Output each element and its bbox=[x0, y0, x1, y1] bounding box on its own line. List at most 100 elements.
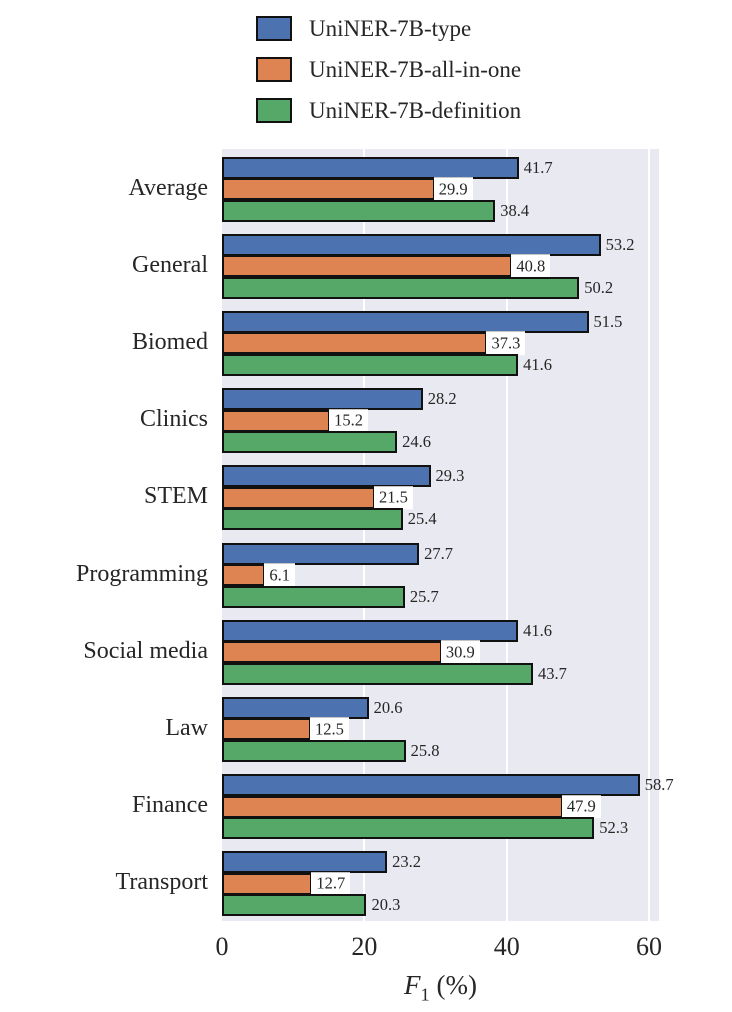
bar-uniner-7b-all-in-one-stem: 21.5 bbox=[222, 486, 413, 510]
bar-uniner-7b-all-in-one-average: 29.9 bbox=[222, 177, 473, 201]
legend-swatch-uniner-7b-type bbox=[256, 16, 292, 41]
value-label-uniner-7b-all-in-one-transport: 12.7 bbox=[311, 872, 351, 896]
category-label-clinics: Clinics bbox=[139, 405, 208, 432]
value-label-uniner-7b-definition-law: 25.8 bbox=[410, 740, 440, 760]
bar-uniner-7b-type-clinics: 28.2 bbox=[222, 388, 457, 411]
x-tick-label-40: 40 bbox=[493, 932, 520, 961]
bar-uniner-7b-all-in-one-programming: 6.1 bbox=[222, 563, 296, 587]
category-label-biomed: Biomed bbox=[132, 328, 208, 355]
value-label-uniner-7b-definition-social-media: 43.7 bbox=[538, 663, 567, 683]
legend-item-uniner-7b-type: UniNER-7B-type bbox=[256, 16, 521, 41]
bar-uniner-7b-definition-transport: 20.3 bbox=[222, 894, 400, 917]
x-axis-label-subscript: 1 bbox=[420, 984, 430, 1005]
bar-uniner-7b-all-in-one-clinics: 15.2 bbox=[222, 408, 369, 433]
category-label-law: Law bbox=[165, 714, 208, 741]
value-label-uniner-7b-type-transport: 23.2 bbox=[392, 852, 421, 872]
value-label-uniner-7b-type-biomed: 51.5 bbox=[593, 311, 623, 331]
legend-label: UniNER-7B-all-in-one bbox=[309, 57, 522, 82]
x-axis-label-unit: (%) bbox=[436, 970, 477, 1000]
x-tick-label-20: 20 bbox=[351, 932, 378, 961]
bar-uniner-7b-type-average: 41.7 bbox=[222, 156, 553, 179]
gridline-x-40 bbox=[505, 149, 508, 921]
category-group-clinics: Clinics 28.2 15.2 24.6 bbox=[0, 381, 732, 458]
bar-uniner-7b-definition-average: 38.4 bbox=[222, 199, 529, 222]
category-group-social-media: Social media 41.6 30.9 43.7 bbox=[0, 612, 732, 689]
category-label-average: Average bbox=[128, 174, 209, 201]
legend: UniNER-7B-type UniNER-7B-all-in-one UniN… bbox=[256, 16, 521, 123]
x-tick-label-0: 0 bbox=[215, 932, 229, 961]
category-label-transport: Transport bbox=[115, 869, 208, 896]
legend-label: UniNER-7B-type bbox=[309, 16, 472, 41]
value-label-uniner-7b-type-average: 41.7 bbox=[523, 157, 553, 177]
bar-uniner-7b-all-in-one-finance: 47.9 bbox=[222, 794, 601, 819]
legend-swatch-uniner-7b-definition bbox=[256, 98, 292, 123]
bar-uniner-7b-all-in-one-law: 12.5 bbox=[222, 717, 349, 742]
bar-uniner-7b-type-biomed: 51.5 bbox=[222, 310, 622, 333]
x-axis-label-symbol: F bbox=[404, 970, 421, 1000]
bar-uniner-7b-definition-clinics: 24.6 bbox=[222, 431, 431, 454]
value-label-uniner-7b-definition-biomed: 41.6 bbox=[523, 354, 552, 374]
value-label-uniner-7b-type-stem: 29.3 bbox=[435, 466, 465, 486]
category-group-programming: Programming 27.7 6.1 25.7 bbox=[0, 535, 732, 612]
category-group-average: Average 41.7 29.9 38.4 bbox=[0, 149, 732, 226]
legend-label: UniNER-7B-definition bbox=[309, 98, 522, 123]
value-label-uniner-7b-type-social-media: 41.6 bbox=[523, 620, 552, 640]
legend-swatch-uniner-7b-all-in-one bbox=[256, 57, 292, 82]
bar-uniner-7b-definition-biomed: 41.6 bbox=[222, 354, 552, 377]
category-group-general: General 53.2 40.8 50.2 bbox=[0, 226, 732, 303]
value-label-uniner-7b-definition-transport: 20.3 bbox=[371, 895, 401, 915]
value-label-uniner-7b-definition-finance: 52.3 bbox=[599, 818, 629, 838]
bar-uniner-7b-definition-stem: 25.4 bbox=[222, 508, 437, 531]
value-label-uniner-7b-definition-average: 38.4 bbox=[500, 200, 530, 220]
category-label-social-media: Social media bbox=[83, 637, 208, 664]
category-label-finance: Finance bbox=[132, 791, 208, 818]
value-label-uniner-7b-type-law: 20.6 bbox=[373, 697, 403, 717]
value-label-uniner-7b-type-finance: 58.7 bbox=[644, 774, 674, 794]
bar-uniner-7b-type-general: 53.2 bbox=[222, 233, 635, 256]
x-tick-label-60: 60 bbox=[636, 932, 663, 961]
category-label-general: General bbox=[132, 251, 208, 278]
bar-uniner-7b-type-law: 20.6 bbox=[222, 696, 402, 719]
value-label-uniner-7b-all-in-one-finance: 47.9 bbox=[561, 794, 601, 819]
bar-uniner-7b-definition-social-media: 43.7 bbox=[222, 662, 567, 685]
bar-uniner-7b-definition-finance: 52.3 bbox=[222, 817, 628, 840]
value-label-uniner-7b-type-clinics: 28.2 bbox=[427, 388, 457, 408]
category-group-biomed: Biomed 51.5 37.3 41.6 bbox=[0, 303, 732, 380]
value-label-uniner-7b-all-in-one-stem: 21.5 bbox=[374, 486, 413, 510]
value-label-uniner-7b-all-in-one-average: 29.9 bbox=[433, 177, 473, 201]
bar-uniner-7b-definition-programming: 25.7 bbox=[222, 585, 439, 608]
bar-uniner-7b-all-in-one-social-media: 30.9 bbox=[222, 640, 480, 665]
bar-uniner-7b-type-programming: 27.7 bbox=[222, 542, 453, 565]
bar-uniner-7b-all-in-one-transport: 12.7 bbox=[222, 872, 351, 896]
value-label-uniner-7b-all-in-one-general: 40.8 bbox=[511, 254, 551, 279]
bar-uniner-7b-type-finance: 58.7 bbox=[222, 774, 674, 797]
bar-uniner-7b-all-in-one-biomed: 37.3 bbox=[222, 331, 526, 356]
category-group-stem: STEM 29.3 21.5 25.4 bbox=[0, 458, 732, 535]
value-label-uniner-7b-definition-stem: 25.4 bbox=[407, 509, 437, 529]
value-label-uniner-7b-definition-general: 50.2 bbox=[584, 277, 614, 297]
category-label-stem: STEM bbox=[143, 483, 208, 510]
gridline-x-60 bbox=[648, 149, 651, 921]
bar-uniner-7b-type-social-media: 41.6 bbox=[222, 619, 552, 642]
value-label-uniner-7b-all-in-one-biomed: 37.3 bbox=[486, 331, 526, 356]
category-group-finance: Finance 58.7 47.9 52.3 bbox=[0, 767, 732, 844]
value-label-uniner-7b-type-programming: 27.7 bbox=[424, 543, 454, 563]
bar-uniner-7b-definition-general: 50.2 bbox=[222, 276, 613, 299]
value-label-uniner-7b-all-in-one-programming: 6.1 bbox=[264, 563, 296, 587]
category-label-programming: Programming bbox=[76, 560, 208, 587]
legend-item-uniner-7b-definition: UniNER-7B-definition bbox=[256, 98, 521, 123]
legend-item-uniner-7b-all-in-one: UniNER-7B-all-in-one bbox=[256, 57, 521, 82]
value-label-uniner-7b-definition-programming: 25.7 bbox=[409, 586, 439, 606]
category-group-law: Law 20.6 12.5 25.8 bbox=[0, 689, 732, 766]
bar-uniner-7b-type-transport: 23.2 bbox=[222, 851, 421, 874]
value-label-uniner-7b-all-in-one-social-media: 30.9 bbox=[440, 640, 480, 665]
bar-uniner-7b-all-in-one-general: 40.8 bbox=[222, 254, 551, 279]
value-label-uniner-7b-all-in-one-law: 12.5 bbox=[309, 717, 349, 742]
value-label-uniner-7b-all-in-one-clinics: 15.2 bbox=[329, 408, 369, 433]
x-axis-label: F1 (%) bbox=[222, 969, 659, 1005]
category-group-transport: Transport 23.2 12.7 20.3 bbox=[0, 844, 732, 921]
gridline-x-20 bbox=[363, 149, 366, 921]
value-label-uniner-7b-type-general: 53.2 bbox=[605, 234, 635, 254]
bar-uniner-7b-definition-law: 25.8 bbox=[222, 740, 440, 763]
